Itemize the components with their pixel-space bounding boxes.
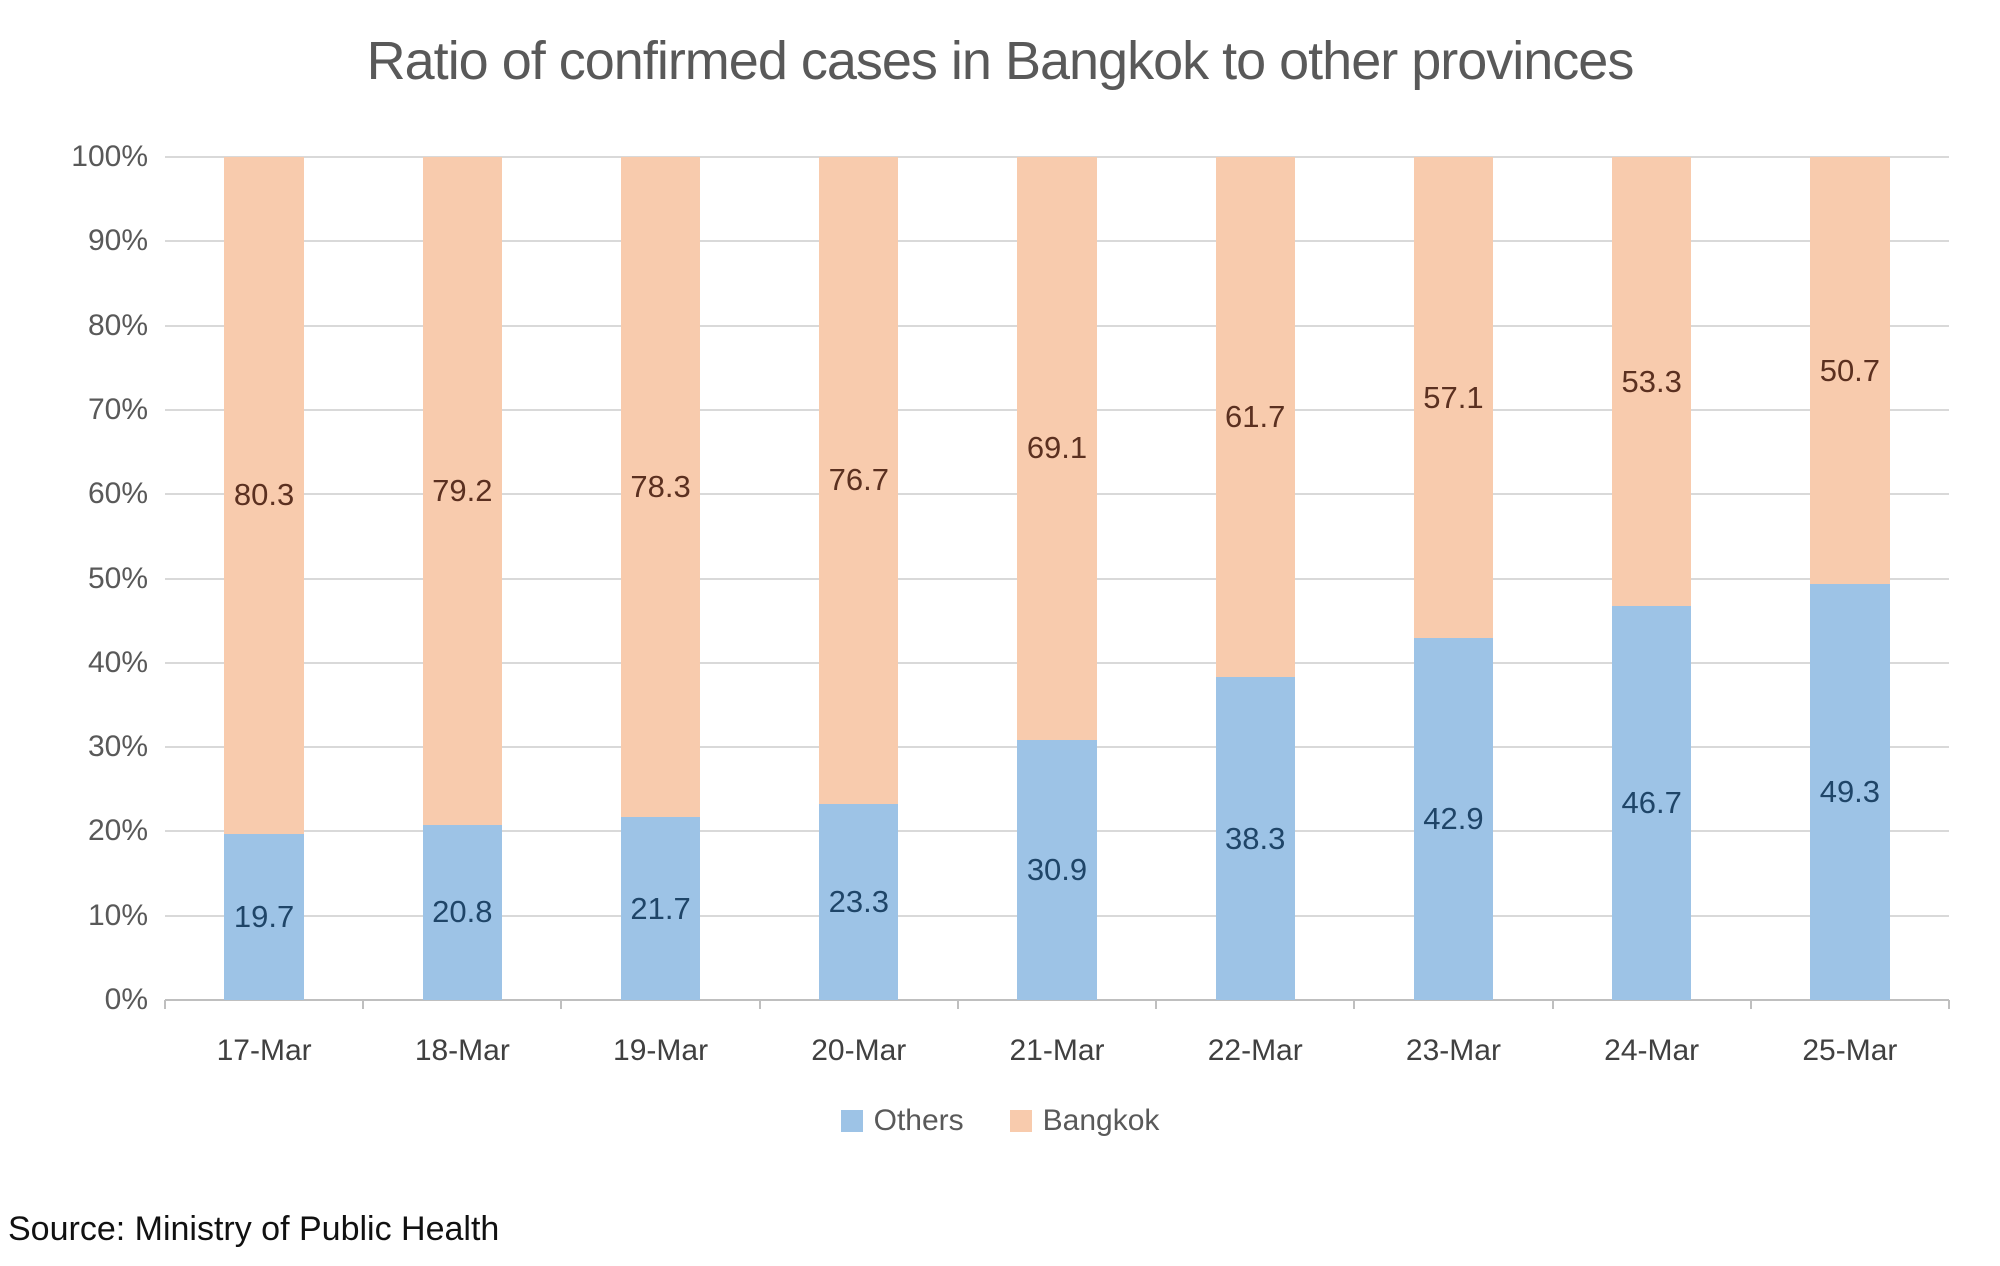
others-value-label: 20.8 xyxy=(432,894,493,930)
bar-group-21-Mar: 30.9 69.1 xyxy=(1017,157,1097,1000)
x-axis-tick xyxy=(1749,1000,1752,1009)
y-axis-tick-label: 20% xyxy=(87,814,148,848)
bangkok-segment xyxy=(1612,157,1692,607)
plot-area: 19.7 80.3 20.8 79.2 21.7 78.3 23.3 76.7 30.9 69.1… xyxy=(164,156,1950,1009)
others-value-label: 19.7 xyxy=(233,898,295,934)
y-axis-tick-label: 0% xyxy=(104,983,148,1016)
others-value-label: 30.9 xyxy=(1026,851,1088,887)
chart-title: Ratio of confirmed cases in Bangkok to o… xyxy=(366,31,1635,91)
x-axis-label: 19-Mar xyxy=(613,1034,709,1067)
y-axis-tick-label: 10% xyxy=(87,898,148,932)
bar-group-17-Mar: 19.7 80.3 xyxy=(224,157,304,1000)
x-axis-tick xyxy=(1551,1000,1554,1009)
bangkok-segment xyxy=(620,157,701,818)
bangkok-segment xyxy=(1017,157,1097,740)
others-segment xyxy=(1413,638,1494,1000)
y-axis-tick-label: 80% xyxy=(87,308,148,342)
others-value-label: 49.3 xyxy=(1819,774,1881,810)
bangkok-segment xyxy=(819,157,899,804)
bar-group-22-Mar: 38.3 61.7 xyxy=(1215,157,1295,1000)
bar-group-18-Mar: 20.8 79.2 xyxy=(422,157,502,1000)
bangkok-value-label: 80.3 xyxy=(233,477,295,513)
x-axis-label: 21-Mar xyxy=(1009,1034,1105,1067)
bangkok-segment xyxy=(422,157,502,825)
others-value-label: 42.9 xyxy=(1423,801,1484,837)
x-axis-label: 24-Mar xyxy=(1604,1034,1700,1067)
others-segment xyxy=(1017,739,1097,1000)
bangkok-value-label: 79.2 xyxy=(432,472,493,508)
bangkok-value-label: 53.3 xyxy=(1621,363,1682,399)
legend-item-others: Others xyxy=(840,1104,964,1138)
bangkok-segment xyxy=(1413,157,1494,639)
bangkok-value-label: 78.3 xyxy=(630,469,691,505)
others-segment xyxy=(1612,606,1692,1000)
legend-swatch-others-icon xyxy=(840,1110,863,1132)
x-axis-label: 18-Mar xyxy=(414,1034,510,1067)
x-axis-tick xyxy=(1353,1000,1356,1009)
others-value-label: 38.3 xyxy=(1225,820,1286,856)
legend-label-others: Others xyxy=(873,1104,964,1137)
x-axis-label: 22-Mar xyxy=(1207,1034,1303,1067)
others-segment xyxy=(1215,677,1295,1000)
x-axis-label: 20-Mar xyxy=(811,1034,907,1067)
legend-label-bangkok: Bangkok xyxy=(1042,1104,1160,1137)
y-axis-tick-label: 90% xyxy=(87,224,148,258)
x-axis-tick xyxy=(362,1000,365,1009)
bangkok-segment xyxy=(224,157,304,834)
y-axis-tick-label: 100% xyxy=(71,140,148,173)
y-axis-tick-label: 50% xyxy=(87,561,148,595)
x-axis-line xyxy=(165,999,1949,1001)
legend-swatch-bangkok-icon xyxy=(1009,1110,1032,1132)
bangkok-segment xyxy=(1810,157,1890,585)
y-axis-tick-label: 70% xyxy=(87,392,148,426)
legend-item-bangkok: Bangkok xyxy=(1009,1104,1160,1138)
others-segment xyxy=(224,833,304,1000)
x-axis-tick xyxy=(164,1000,166,1009)
bangkok-value-label: 61.7 xyxy=(1225,399,1286,435)
bar-group-23-Mar: 42.9 57.1 xyxy=(1413,157,1494,1000)
source-note: Source: Ministry of Public Health xyxy=(8,1210,500,1248)
x-axis-tick xyxy=(1948,1000,1950,1009)
bar-group-25-Mar: 49.3 50.7 xyxy=(1810,157,1890,1000)
bar-group-19-Mar: 21.7 78.3 xyxy=(620,157,701,1000)
bangkok-value-label: 69.1 xyxy=(1026,430,1088,466)
bangkok-value-label: 57.1 xyxy=(1423,379,1484,415)
others-segment xyxy=(422,824,502,1000)
gridline xyxy=(165,156,1949,158)
x-axis-tick xyxy=(956,1000,959,1009)
bangkok-value-label: 50.7 xyxy=(1819,352,1881,388)
x-axis-label: 25-Mar xyxy=(1802,1034,1898,1067)
x-axis-tick xyxy=(758,1000,761,1009)
bar-group-24-Mar: 46.7 53.3 xyxy=(1612,157,1692,1000)
x-axis-label: 23-Mar xyxy=(1405,1034,1501,1067)
others-value-label: 23.3 xyxy=(828,883,889,919)
others-segment xyxy=(620,817,701,1000)
legend: Others Bangkok xyxy=(0,1104,2000,1138)
x-axis-tick xyxy=(560,1000,563,1009)
y-axis-tick-label: 40% xyxy=(87,645,148,679)
others-segment xyxy=(819,803,899,1000)
others-segment xyxy=(1810,584,1890,1000)
y-axis-tick-label: 30% xyxy=(87,730,148,764)
x-axis-label: 17-Mar xyxy=(216,1034,312,1067)
x-axis-tick xyxy=(1155,1000,1158,1009)
y-axis-tick-label: 60% xyxy=(87,477,148,511)
others-value-label: 46.7 xyxy=(1621,785,1682,821)
bar-group-20-Mar: 23.3 76.7 xyxy=(819,157,899,1000)
others-value-label: 21.7 xyxy=(630,890,691,926)
bangkok-value-label: 76.7 xyxy=(828,462,889,498)
bangkok-segment xyxy=(1215,157,1295,678)
